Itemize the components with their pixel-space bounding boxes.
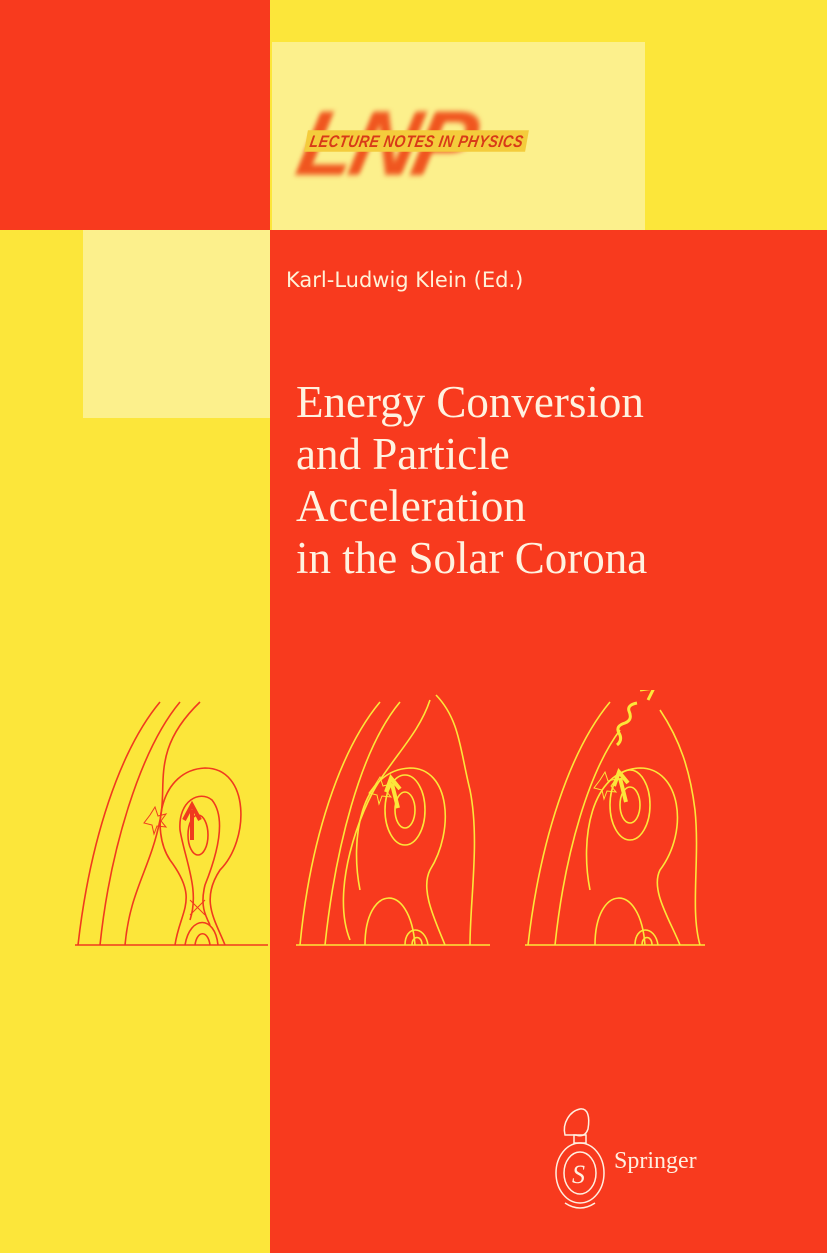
svg-text:S: S bbox=[572, 1160, 585, 1189]
panel-1 bbox=[75, 701, 268, 946]
title-line: in the Solar Corona bbox=[296, 533, 648, 583]
title-line: and Particle bbox=[296, 429, 510, 479]
author: Karl-Ludwig Klein (Ed.) bbox=[286, 268, 524, 292]
book-title: Energy Conversion and Particle Accelerat… bbox=[296, 376, 647, 584]
red-block-top-left bbox=[0, 0, 270, 230]
title-line: Acceleration bbox=[296, 481, 526, 531]
series-name: LECTURE NOTES IN PHYSICS bbox=[304, 130, 530, 152]
pale-square bbox=[83, 230, 270, 418]
panel-2 bbox=[296, 694, 490, 946]
publisher-name: Springer bbox=[614, 1148, 697, 1174]
panel-3 bbox=[525, 690, 705, 946]
magnetic-field-illustration bbox=[75, 690, 705, 946]
springer-knight-logo-icon: S bbox=[555, 1108, 605, 1209]
red-panel-main bbox=[270, 230, 827, 1253]
title-line: Energy Conversion bbox=[296, 377, 644, 427]
